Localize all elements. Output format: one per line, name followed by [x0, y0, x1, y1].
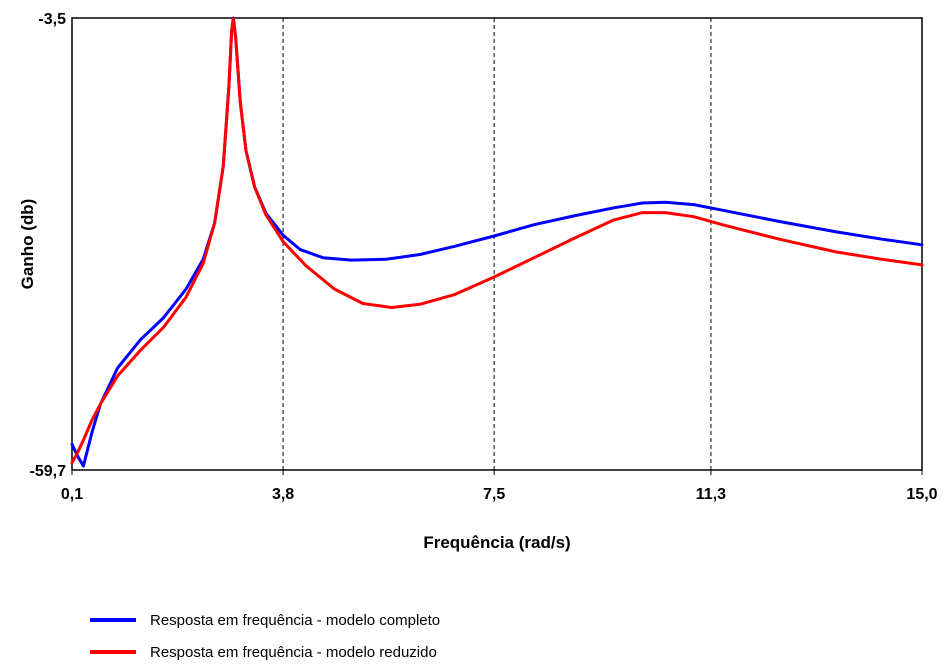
x-tick-label: 11,3 — [696, 486, 726, 503]
series-layer — [70, 16, 924, 468]
y-tick-label: -3,5 — [38, 11, 66, 28]
x-tick-label: 0,1 — [61, 486, 83, 503]
grid-lines — [282, 18, 712, 470]
x-tick-label: 3,8 — [272, 486, 294, 503]
legend-swatch-reduced — [90, 650, 136, 654]
x-tick-label: 7,5 — [483, 486, 505, 503]
y-tick-label: -59,7 — [30, 463, 67, 480]
tick-labels: 0,1 3,8 7,5 11,3 15,0 -3,5 -59,7 — [30, 11, 938, 503]
x-axis-title: Frequência (rad/s) — [423, 533, 570, 552]
legend: Resposta em frequência - modelo completo… — [90, 604, 440, 668]
legend-item-reduced: Resposta em frequência - modelo reduzido — [90, 636, 440, 668]
legend-swatch-complete — [90, 618, 136, 622]
legend-item-complete: Resposta em frequência - modelo completo — [90, 604, 440, 636]
x-tick-label: 15,0 — [906, 486, 937, 503]
legend-label-complete: Resposta em frequência - modelo completo — [150, 611, 441, 629]
series-line-reduced — [70, 17, 924, 465]
frequency-response-chart: 0,1 3,8 7,5 11,3 15,0 -3,5 -59,7 Frequência (r… — [18, 11, 938, 552]
legend-label-reduced: Resposta em frequência - modelo reduzido — [150, 643, 437, 661]
y-axis-title: Ganho (db) — [18, 199, 37, 290]
